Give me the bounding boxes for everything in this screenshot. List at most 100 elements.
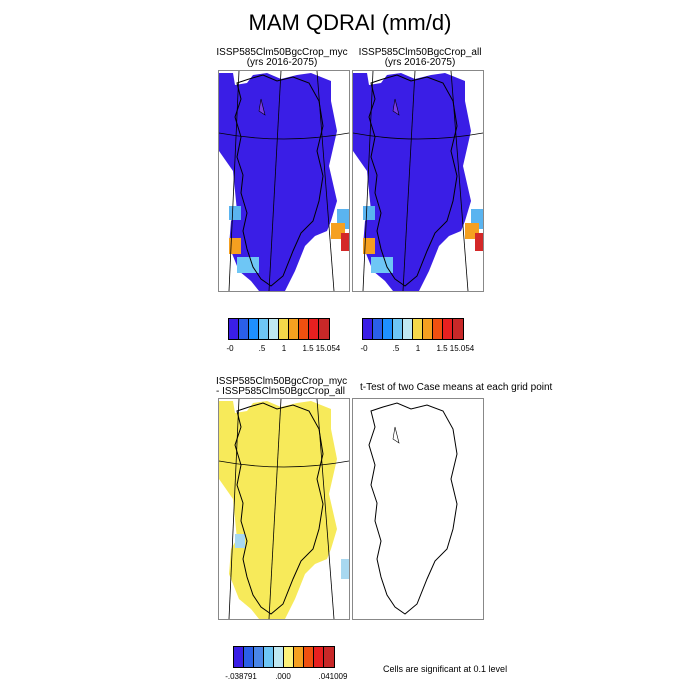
swatch <box>433 319 443 339</box>
greenland-map-bottom-right <box>368 402 458 615</box>
swatch <box>244 647 254 667</box>
panel-title-top-left: ISSP585Clm50BgcCrop_myc (yrs 2016-2075) <box>212 48 352 68</box>
greenland-coastline <box>234 402 324 615</box>
cell-light-blue <box>229 206 241 220</box>
longitude-line <box>228 71 240 291</box>
latitude-line <box>353 132 483 140</box>
latitude-line <box>219 460 349 468</box>
swatch <box>423 319 433 339</box>
swatch <box>234 647 244 667</box>
cell-orange <box>229 238 241 254</box>
tick-label: 1.5 <box>302 344 314 353</box>
tick-label: -0 <box>360 344 368 353</box>
swatch <box>319 319 329 339</box>
map-panel-top-left <box>218 70 350 292</box>
qdrai-field-top-right <box>353 73 471 291</box>
swatch <box>279 319 289 339</box>
greenland-coastline <box>368 402 458 615</box>
swatch <box>284 647 294 667</box>
main-title: MAM QDRAI (mm/d) <box>248 10 452 35</box>
colorbar-swatches <box>228 318 330 340</box>
cell-red <box>341 233 349 251</box>
cell-light-blue <box>371 257 393 273</box>
tick-label: 15.054 <box>449 344 475 353</box>
swatch <box>249 319 259 339</box>
longitude-line <box>268 71 282 291</box>
swatch <box>324 647 334 667</box>
swatch <box>413 319 423 339</box>
swatch <box>274 647 284 667</box>
cell-light-blue <box>363 206 375 220</box>
longitude-line <box>268 399 282 619</box>
swatch <box>403 319 413 339</box>
swatch <box>299 319 309 339</box>
cell-pale-blue <box>341 559 349 579</box>
swatch <box>239 319 249 339</box>
tick-label: -.038791 <box>225 672 257 681</box>
difference-field <box>219 401 337 619</box>
swatch <box>304 647 314 667</box>
tick-label: 1.5 <box>436 344 448 353</box>
significance-note: Cells are significant at 0.1 level <box>383 664 508 674</box>
swatch <box>269 319 279 339</box>
panel-title-line1: ISSP585Clm50BgcCrop_myc <box>216 376 348 387</box>
map-panel-top-right <box>352 70 484 292</box>
greenland-map-top-left <box>219 71 349 291</box>
swatch <box>443 319 453 339</box>
colorbar-labels-bottom: -.038791 .000 .041009 <box>225 672 363 684</box>
colorbar-bottom <box>233 646 335 668</box>
swatch <box>254 647 264 667</box>
panel-title-line1: ISSP585Clm50BgcCrop_myc <box>216 47 348 58</box>
greenland-map-bottom-left <box>219 399 349 619</box>
swatch <box>294 647 304 667</box>
panel-title-bottom-left: ISSP585Clm50BgcCrop_myc - ISSP585Clm50Bg… <box>216 377 356 397</box>
island-outline <box>392 426 400 444</box>
swatch <box>453 319 463 339</box>
longitude-line <box>402 71 416 291</box>
swatch <box>264 647 274 667</box>
map-panel-bottom-right <box>352 398 484 620</box>
swatch <box>309 319 319 339</box>
greenland-coastline <box>368 74 458 287</box>
swatch <box>373 319 383 339</box>
colorbar-labels-top-right: -0 .5 1 1.5 15.054 <box>360 344 482 356</box>
colorbar-swatches <box>362 318 464 340</box>
cell-pale-blue <box>235 534 245 548</box>
colorbar-swatches <box>233 646 335 668</box>
tick-label: .5 <box>392 344 400 353</box>
longitude-line <box>228 399 240 619</box>
colorbar-top-left <box>228 318 330 340</box>
swatch <box>289 319 299 339</box>
panel-title-line2: - ISSP585Clm50BgcCrop_all <box>216 386 345 397</box>
tick-label: -0 <box>226 344 234 353</box>
swatch <box>314 647 324 667</box>
tick-label: 1 <box>281 344 287 353</box>
panel-title-line2: (yrs 2016-2075) <box>246 57 318 68</box>
cell-orange <box>363 238 375 254</box>
greenland-coastline <box>234 74 324 287</box>
latitude-line <box>219 132 349 140</box>
panel-title-line2: (yrs 2016-2075) <box>384 57 456 68</box>
swatch <box>363 319 373 339</box>
cell-light-blue <box>237 257 259 273</box>
tick-label: .000 <box>275 672 291 681</box>
greenland-map-top-right <box>353 71 483 291</box>
island-outline <box>392 98 400 116</box>
swatch <box>393 319 403 339</box>
swatch <box>229 319 239 339</box>
colorbar-labels-top-left: -0 .5 1 1.5 15.054 <box>226 344 348 356</box>
panel-title-top-right: ISSP585Clm50BgcCrop_all (yrs 2016-2075) <box>350 48 490 68</box>
cell-red <box>475 233 483 251</box>
tick-label: .5 <box>258 344 266 353</box>
panel-title-bottom-right: t-Test of two Case means at each grid po… <box>360 382 553 393</box>
swatch <box>383 319 393 339</box>
island-outline <box>258 98 266 116</box>
qdrai-field-top-left <box>219 73 337 291</box>
swatch <box>259 319 269 339</box>
longitude-line <box>362 71 374 291</box>
tick-label: .041009 <box>318 672 348 681</box>
tick-label: 15.054 <box>315 344 341 353</box>
tick-label: 1 <box>415 344 421 353</box>
colorbar-top-right <box>362 318 464 340</box>
map-panel-bottom-left <box>218 398 350 620</box>
